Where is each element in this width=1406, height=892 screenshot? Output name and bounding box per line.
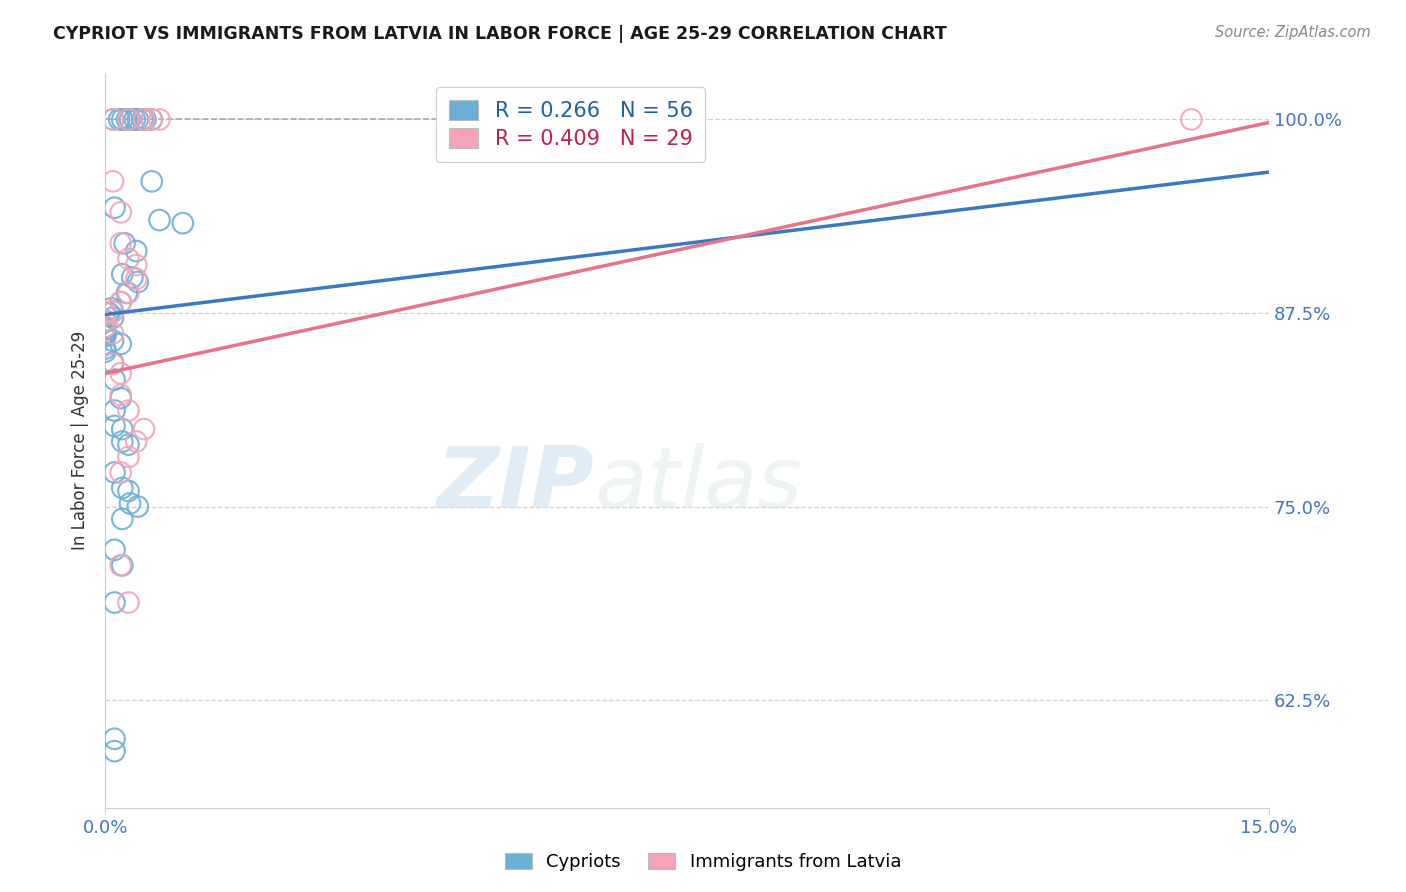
Text: Source: ZipAtlas.com: Source: ZipAtlas.com [1215, 25, 1371, 40]
Point [111, 512, 134, 526]
Point [117, 437, 139, 451]
Point [1180, 112, 1202, 127]
Point [110, 391, 132, 405]
Point [94, 306, 117, 320]
Point [172, 216, 194, 230]
Point [148, 213, 170, 227]
Point [131, 112, 153, 127]
Point [103, 403, 125, 417]
Point [121, 270, 143, 285]
Legend: Cypriots, Immigrants from Latvia: Cypriots, Immigrants from Latvia [498, 846, 908, 879]
Point [103, 744, 125, 758]
Point [125, 272, 148, 286]
Point [118, 112, 141, 127]
Point [103, 466, 125, 480]
Point [94, 314, 117, 328]
Point [103, 542, 125, 557]
Point [94, 319, 117, 334]
Point [94, 314, 117, 328]
Point [94, 306, 117, 320]
Point [100, 301, 122, 316]
Point [101, 304, 124, 318]
Point [141, 112, 163, 127]
Point [101, 310, 124, 325]
Point [141, 174, 163, 188]
Point [101, 112, 124, 127]
Point [115, 112, 138, 127]
Point [101, 326, 124, 340]
Point [111, 422, 134, 436]
Point [98, 306, 121, 320]
Point [127, 275, 149, 289]
Point [103, 731, 125, 746]
Point [101, 357, 124, 371]
Point [103, 201, 125, 215]
Point [117, 252, 139, 266]
Point [101, 112, 124, 127]
Point [127, 500, 149, 514]
Point [110, 558, 132, 573]
Point [148, 112, 170, 127]
Point [117, 450, 139, 464]
Point [110, 295, 132, 310]
Point [125, 258, 148, 272]
Point [111, 481, 134, 495]
Point [141, 112, 163, 127]
Point [110, 466, 132, 480]
Point [110, 205, 132, 219]
Point [94, 326, 117, 340]
Point [118, 496, 141, 510]
Point [94, 327, 117, 342]
Legend: R = 0.266   N = 56, R = 0.409   N = 29: R = 0.266 N = 56, R = 0.409 N = 29 [436, 87, 706, 161]
Point [110, 367, 132, 381]
Point [125, 244, 148, 258]
Point [101, 334, 124, 348]
Point [101, 355, 124, 369]
Point [117, 112, 139, 127]
Point [111, 112, 134, 127]
Point [117, 285, 139, 300]
Point [111, 558, 134, 573]
Y-axis label: In Labor Force | Age 25-29: In Labor Force | Age 25-29 [72, 331, 89, 550]
Point [114, 236, 136, 251]
Point [94, 314, 117, 328]
Point [110, 337, 132, 351]
Point [101, 304, 124, 318]
Point [117, 403, 139, 417]
Point [111, 434, 134, 449]
Point [110, 388, 132, 402]
Point [110, 236, 132, 251]
Point [115, 285, 138, 300]
Point [110, 295, 132, 310]
Text: CYPRIOT VS IMMIGRANTS FROM LATVIA IN LABOR FORCE | AGE 25-29 CORRELATION CHART: CYPRIOT VS IMMIGRANTS FROM LATVIA IN LAB… [53, 25, 948, 43]
Text: atlas: atlas [593, 443, 801, 526]
Text: ZIP: ZIP [436, 443, 593, 526]
Point [111, 267, 134, 281]
Point [103, 595, 125, 609]
Point [135, 112, 157, 127]
Point [94, 342, 117, 356]
Point [125, 434, 148, 449]
Point [127, 112, 149, 127]
Point [132, 422, 155, 436]
Point [101, 174, 124, 188]
Point [94, 329, 117, 343]
Point [103, 419, 125, 434]
Point [94, 319, 117, 334]
Point [124, 112, 146, 127]
Point [103, 373, 125, 387]
Point [94, 344, 117, 359]
Point [117, 483, 139, 498]
Point [132, 112, 155, 127]
Point [108, 112, 131, 127]
Point [94, 321, 117, 335]
Point [117, 595, 139, 609]
